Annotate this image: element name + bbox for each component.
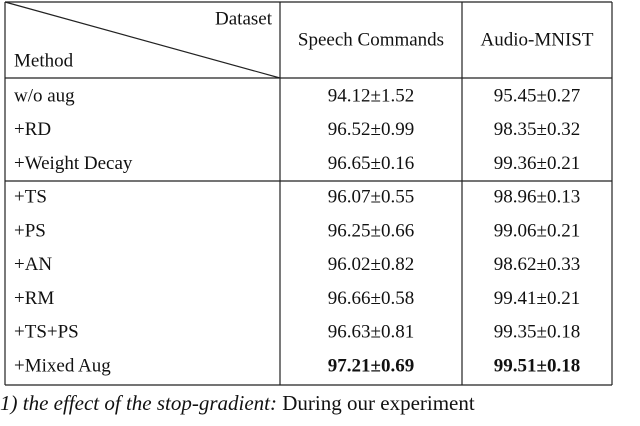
- value-cell: 99.41±0.21: [494, 288, 580, 309]
- diagonal: [4, 1, 281, 79]
- value-cell: 98.96±0.13: [494, 187, 580, 208]
- value-cell: 99.51±0.18: [494, 355, 580, 376]
- method-cell: +Weight Decay: [14, 153, 133, 174]
- table-body: w/o aug 94.12±1.52 95.45±0.27 +RD 96.52±0.99…: [14, 85, 580, 376]
- caption: 1) the effect of the stop-gradient: Duri…: [0, 391, 475, 415]
- value-cell: 98.62±0.33: [494, 254, 580, 275]
- column-header: Speech Commands: [298, 29, 444, 50]
- value-cell: 96.07±0.55: [328, 187, 414, 208]
- value-cell: 98.35±0.32: [494, 119, 580, 140]
- value-cell: 96.63±0.81: [328, 322, 414, 343]
- value-cell: 96.66±0.58: [328, 288, 414, 309]
- column-header: Audio-MNIST: [481, 29, 594, 50]
- value-cell: 96.02±0.82: [328, 254, 414, 275]
- value-cell: 96.65±0.16: [328, 153, 414, 174]
- method-cell: +RD: [14, 119, 51, 140]
- value-cell: 99.36±0.21: [494, 153, 580, 174]
- method-cell: +TS+PS: [14, 322, 79, 343]
- caption-text: During our experiment: [282, 391, 475, 415]
- caption-heading: 1) the effect of the stop-gradient:: [0, 391, 277, 415]
- value-cell: 96.25±0.66: [328, 220, 414, 241]
- method-cell: +TS: [14, 187, 47, 208]
- value-cell: 95.45±0.27: [494, 85, 580, 106]
- value-cell: 97.21±0.69: [328, 355, 414, 376]
- method-cell: +Mixed Aug: [14, 355, 111, 376]
- method-cell: +RM: [14, 288, 54, 309]
- method-cell: +PS: [14, 220, 46, 241]
- value-cell: 96.52±0.99: [328, 119, 414, 140]
- header-dataset: Dataset: [215, 8, 273, 29]
- method-cell: w/o aug: [14, 85, 75, 106]
- value-cell: 99.06±0.21: [494, 220, 580, 241]
- method-cell: +AN: [14, 254, 52, 275]
- value-cell: 94.12±1.52: [328, 85, 414, 106]
- value-cell: 99.35±0.18: [494, 322, 580, 343]
- header-method: Method: [14, 50, 74, 71]
